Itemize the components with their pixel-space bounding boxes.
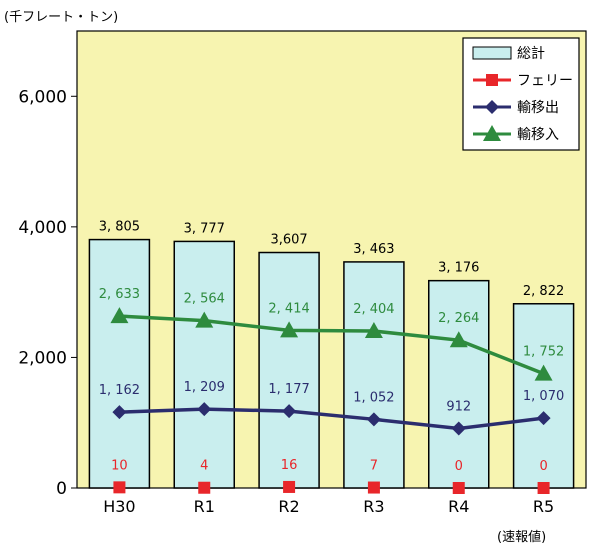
x-tick-label: R1: [194, 497, 215, 516]
bar-value-label: 3,607: [270, 233, 307, 248]
x-tick-label: R3: [363, 497, 384, 516]
value-label-inbound: 2, 264: [438, 311, 479, 326]
marker-outbound: [536, 411, 551, 426]
y-axis-unit-label: (千フレート・トン): [4, 10, 119, 25]
legend-label: 総計: [517, 46, 545, 62]
marker-ferry: [283, 480, 296, 493]
value-label-ferry: 0: [455, 459, 463, 474]
legend-label: 輸移出: [517, 100, 559, 116]
value-label-inbound: 1, 752: [523, 345, 564, 360]
value-label-outbound: 1, 052: [353, 390, 394, 405]
series-line-inbound: [119, 314, 545, 376]
legend-label: 輸移入: [517, 127, 559, 143]
legend-marker-inbound: [483, 125, 501, 141]
value-label-ferry: 10: [111, 458, 128, 473]
bar-total: [428, 279, 490, 489]
value-label-inbound: 2, 414: [268, 301, 309, 316]
marker-ferry: [537, 482, 550, 494]
bar-value-label: 2, 822: [523, 284, 564, 299]
marker-ferry: [367, 481, 380, 494]
x-tick-label: H30: [103, 497, 135, 516]
legend-marker-ferry: [486, 74, 498, 86]
marker-inbound: [110, 307, 129, 324]
y-tick-label: 6,000: [18, 87, 67, 107]
marker-outbound: [197, 402, 212, 417]
bar-total: [173, 240, 235, 489]
y-tick-label: 0: [56, 479, 67, 499]
bar-value-label: 3, 463: [353, 242, 394, 257]
value-label-ferry: 16: [281, 458, 298, 473]
marker-inbound: [364, 322, 383, 339]
value-label-outbound: 1, 209: [184, 380, 225, 395]
value-label-ferry: 7: [370, 459, 378, 474]
marker-outbound: [451, 421, 466, 436]
bar-total: [343, 261, 405, 489]
marker-inbound: [449, 331, 468, 348]
x-tick-label: R4: [448, 497, 469, 516]
value-label-outbound: 1, 177: [268, 382, 309, 397]
marker-ferry: [452, 482, 465, 494]
value-label-outbound: 1, 070: [523, 389, 564, 404]
marker-inbound: [534, 364, 553, 381]
y-tick-label: 2,000: [18, 348, 67, 368]
legend-label: フェリー: [517, 73, 573, 89]
value-label-inbound: 2, 404: [353, 302, 394, 317]
x-tick-label: R2: [278, 497, 299, 516]
bar-total: [512, 303, 575, 489]
marker-outbound: [282, 404, 297, 419]
marker-inbound: [195, 311, 214, 328]
marker-inbound: [280, 321, 299, 338]
marker-ferry: [113, 481, 126, 494]
value-label-ferry: 0: [539, 459, 547, 474]
marker-outbound: [112, 405, 127, 420]
legend-swatch-total: [472, 46, 512, 60]
value-label-ferry: 4: [200, 459, 208, 474]
marker-ferry: [198, 481, 211, 494]
bar-total: [88, 238, 151, 489]
preliminary-note: (速報値): [497, 530, 547, 545]
value-label-inbound: 2, 633: [99, 287, 140, 302]
bar-value-label: 3, 176: [438, 261, 479, 276]
value-label-outbound: 912: [446, 399, 471, 414]
y-tick-label: 4,000: [18, 218, 67, 238]
value-label-inbound: 2, 564: [184, 292, 225, 307]
value-label-outbound: 1, 162: [99, 383, 140, 398]
bar-value-label: 3, 805: [99, 220, 140, 235]
x-tick-label: R5: [533, 497, 554, 516]
series-line-outbound: [119, 407, 544, 431]
bar-value-label: 3, 777: [184, 221, 225, 236]
bar-total: [258, 251, 320, 489]
marker-outbound: [366, 412, 381, 427]
legend-marker-outbound: [485, 100, 499, 114]
